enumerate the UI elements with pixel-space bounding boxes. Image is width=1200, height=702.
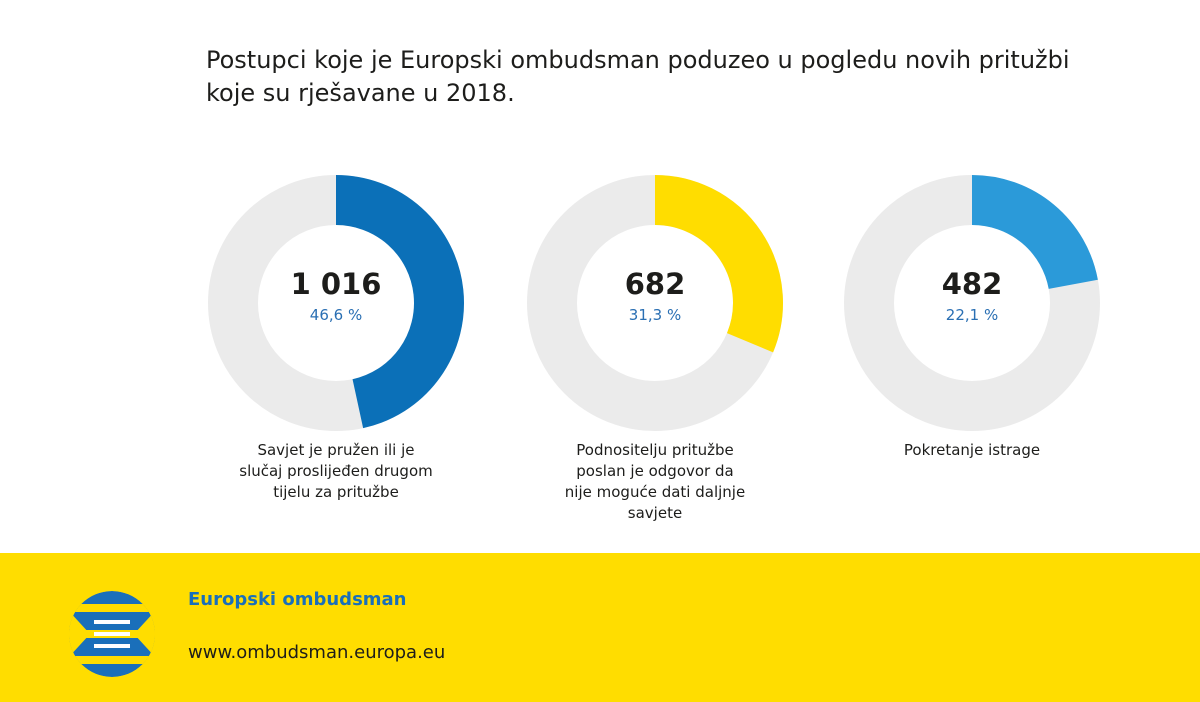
donut-chart-advice: 1 016 46,6 %: [205, 172, 467, 434]
chart-title-line-1: Postupci koje je Europski ombudsman podu…: [206, 46, 1070, 74]
label-line: tijelu za pritužbe: [273, 483, 399, 501]
donut-svg-reply: [527, 175, 783, 431]
chart-title: Postupci koje je Europski ombudsman podu…: [206, 44, 1106, 110]
footer-band: [0, 553, 1200, 702]
donut-percent: 22,1 %: [945, 306, 999, 324]
organisation-name: Europski ombudsman: [188, 589, 407, 610]
donut-chart-inquiry: 482 22,1 %: [841, 172, 1103, 434]
donut-svg-advice: [208, 175, 464, 431]
category-label-inquiry: Pokretanje istrage: [841, 440, 1103, 461]
label-line: slučaj proslijeđen drugom: [239, 462, 433, 480]
european-ombudsman-logo: [69, 591, 155, 677]
donut-slice-reply: [654, 175, 783, 353]
donut-percent: 46,6 %: [309, 306, 363, 324]
donut-value: 682: [624, 267, 686, 301]
organisation-url[interactable]: www.ombudsman.europa.eu: [188, 642, 446, 663]
chart-title-line-2: koje su rješavane u 2018.: [206, 79, 515, 107]
donut-value: 1 016: [290, 267, 382, 301]
category-label-reply: Podnositelju pritužbe poslan je odgovor …: [524, 440, 786, 524]
label-line: Pokretanje istrage: [903, 441, 1041, 459]
label-line: savjete: [627, 504, 683, 522]
label-line: Podnositelju pritužbe: [576, 441, 734, 459]
donut-chart-reply: 682 31,3 %: [524, 172, 786, 434]
donut-center: 482 22,1 %: [841, 172, 1103, 434]
label-line: nije moguće dati daljnje: [564, 483, 746, 501]
donut-svg-inquiry: [844, 175, 1100, 431]
category-label-advice: Savjet je pružen ili je slučaj proslijeđ…: [205, 440, 467, 503]
donut-slice-advice: [335, 175, 464, 429]
donut-percent: 31,3 %: [628, 306, 682, 324]
donut-center: 682 31,3 %: [524, 172, 786, 434]
donut-center: 1 016 46,6 %: [205, 172, 467, 434]
donut-value: 482: [941, 267, 1003, 301]
donut-slice-inquiry: [971, 175, 1098, 290]
label-line: poslan je odgovor da: [576, 462, 734, 480]
label-line: Savjet je pružen ili je: [257, 441, 415, 459]
